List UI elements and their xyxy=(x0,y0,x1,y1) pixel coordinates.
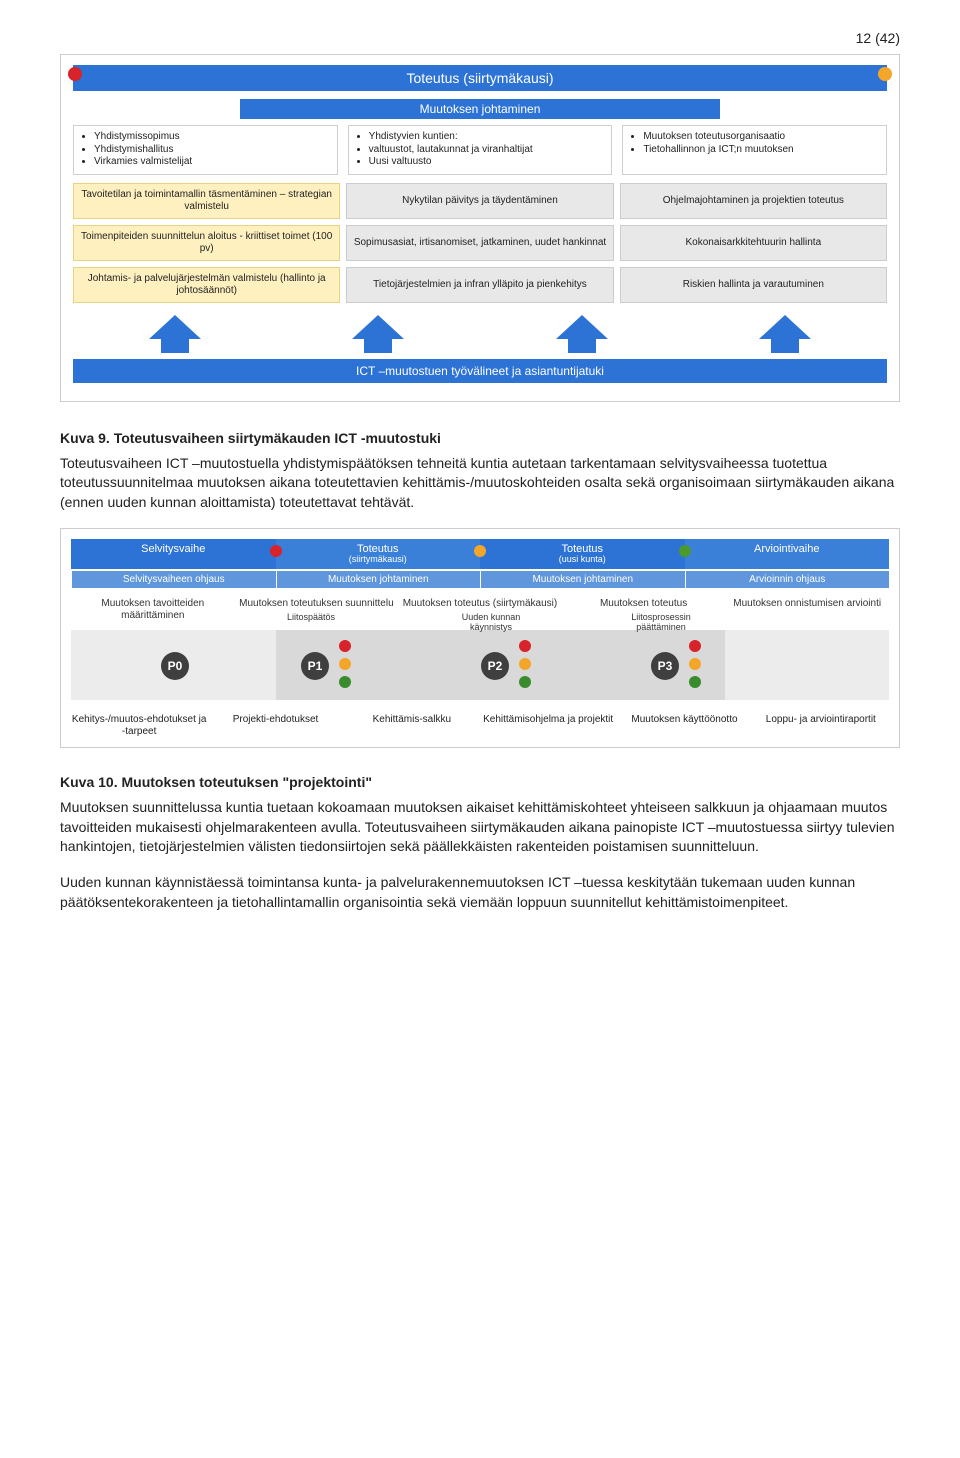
diag2-bottom-row: Kehitys-/muutos-ehdotukset ja -tarpeet P… xyxy=(71,714,889,737)
diagram-1: Toteutus (siirtymäkausi) Muutoksen johta… xyxy=(60,54,900,402)
card-item: valtuustot, lautakunnat ja viranhaltijat xyxy=(369,144,604,157)
bottom-item: Loppu- ja arviointiraportit xyxy=(753,714,889,737)
mini-dot-icon xyxy=(689,676,701,688)
mini-dot-icon xyxy=(339,676,351,688)
grid-cell: Tietojärjestelmien ja infran ylläpito ja… xyxy=(346,267,613,303)
diag2-track: Liitospäätös Uuden kunnan käynnistys Lii… xyxy=(71,630,889,700)
diag1-title-text: Toteutus (siirtymäkausi) xyxy=(406,70,553,86)
p-badge: P2 xyxy=(481,652,509,680)
hyodyt-badge: HYÖDYT xyxy=(811,650,881,674)
heading-kuva-9: Kuva 9. Toteutusvaiheen siirtymäkauden I… xyxy=(60,430,900,446)
sub-cell: Selvitysvaiheen ohjaus xyxy=(71,571,276,588)
bottom-item: Projekti-ehdotukset xyxy=(207,714,343,737)
diag1-grid: Tavoitetilan ja toimintamallin täsmentäm… xyxy=(73,183,887,303)
page-number: 12 (42) xyxy=(60,30,900,46)
diag2-stagebar: Selvitysvaihe Toteutus (siirtymäkausi) T… xyxy=(71,539,889,569)
track-label: Uuden kunnan käynnistys xyxy=(441,612,541,632)
card-item: Uusi valtuusto xyxy=(369,156,604,169)
stage-cell: Toteutus (siirtymäkausi) xyxy=(276,539,481,569)
grid-cell: Riskien hallinta ja varautuminen xyxy=(620,267,887,303)
up-arrow-icon xyxy=(759,315,811,339)
stage-sublabel: (siirtymäkausi) xyxy=(276,555,481,565)
grid-cell: Nykytilan päivitys ja täydentäminen xyxy=(346,183,613,219)
paragraph-10b: Uuden kunnan käynnistäessä toimintansa k… xyxy=(60,873,900,912)
stage-label: Selvitysvaihe xyxy=(141,543,205,555)
mini-dot-icon xyxy=(689,658,701,670)
stage-dot-icon xyxy=(270,545,282,557)
stage-cell: Selvitysvaihe xyxy=(71,539,276,569)
up-arrow-icon xyxy=(556,315,608,339)
p-badge: P1 xyxy=(301,652,329,680)
dot-red-icon xyxy=(68,67,82,81)
diag1-card-right: Muutoksen toteutusorganisaatio Tietohall… xyxy=(622,125,887,175)
stage-dot-icon xyxy=(679,545,691,557)
bottom-item: Kehittämis-salkku xyxy=(344,714,480,737)
grid-cell: Ohjelmajohtaminen ja projektien toteutus xyxy=(620,183,887,219)
row-small-item: Muutoksen tavoitteiden määrittäminen xyxy=(71,598,235,622)
sub-cell: Arvioinnin ohjaus xyxy=(685,571,890,588)
bottom-item: Kehittämisohjelma ja projektit xyxy=(480,714,616,737)
diag1-card-mid: Yhdistyvien kuntien: valtuustot, lautaku… xyxy=(348,125,613,175)
up-arrow-icon xyxy=(352,315,404,339)
sub-cell: Muutoksen johtaminen xyxy=(480,571,685,588)
row-small-item: Muutoksen onnistumisen arviointi xyxy=(725,598,889,622)
diagram-2: Selvitysvaihe Toteutus (siirtymäkausi) T… xyxy=(60,528,900,748)
diag1-cards-row: Yhdistymissopimus Yhdistymishallitus Vir… xyxy=(73,125,887,175)
card-item: Yhdistymissopimus xyxy=(94,131,329,144)
card-item: Muutoksen toteutusorganisaatio xyxy=(643,131,878,144)
grid-cell: Toimenpiteiden suunnittelun aloitus - kr… xyxy=(73,225,340,261)
card-item: Tietohallinnon ja ICT;n muutoksen xyxy=(643,144,878,157)
arrow-row xyxy=(73,315,887,339)
dot-orange-icon xyxy=(878,67,892,81)
diag1-title: Toteutus (siirtymäkausi) xyxy=(73,65,887,91)
bottom-item: Muutoksen käyttöönotto xyxy=(616,714,752,737)
grid-cell: Johtamis- ja palvelujärjestelmän valmist… xyxy=(73,267,340,303)
bottom-item: Kehitys-/muutos-ehdotukset ja -tarpeet xyxy=(71,714,207,737)
ict-band: ICT –muutostuen työvälineet ja asiantunt… xyxy=(73,359,887,383)
mini-dot-icon xyxy=(689,640,701,652)
diag1-card-left: Yhdistymissopimus Yhdistymishallitus Vir… xyxy=(73,125,338,175)
track-label: Liitosprosessin päättäminen xyxy=(611,612,711,632)
grid-cell: Sopimusasiat, irtisanomiset, jatkaminen,… xyxy=(346,225,613,261)
card-item: Virkamies valmistelijat xyxy=(94,156,329,169)
mini-dot-icon xyxy=(519,676,531,688)
p-badge: P3 xyxy=(651,652,679,680)
stage-cell: Toteutus (uusi kunta) xyxy=(480,539,685,569)
mini-dot-icon xyxy=(519,640,531,652)
heading-kuva-10: Kuva 10. Muutoksen toteutuksen "projekto… xyxy=(60,774,900,790)
stage-cell: Arviointivaihe xyxy=(685,539,890,569)
stage-sublabel: (uusi kunta) xyxy=(480,555,685,565)
diag2-subbar: Selvitysvaiheen ohjaus Muutoksen johtami… xyxy=(71,571,889,588)
paragraph-9: Toteutusvaiheen ICT –muutostuella yhdist… xyxy=(60,454,900,513)
track-label: Liitospäätös xyxy=(261,612,361,622)
mini-dot-icon xyxy=(339,658,351,670)
card-item: Yhdistyvien kuntien: xyxy=(369,131,604,144)
mini-dot-icon xyxy=(339,640,351,652)
stage-label: Arviointivaihe xyxy=(754,543,819,555)
mini-dot-icon xyxy=(519,658,531,670)
up-arrow-icon xyxy=(149,315,201,339)
card-item: Yhdistymishallitus xyxy=(94,144,329,157)
grid-cell: Tavoitetilan ja toimintamallin täsmentäm… xyxy=(73,183,340,219)
sub-cell: Muutoksen johtaminen xyxy=(276,571,481,588)
grid-cell: Kokonaisarkkitehtuurin hallinta xyxy=(620,225,887,261)
p-badge: P0 xyxy=(161,652,189,680)
paragraph-10a: Muutoksen suunnittelussa kuntia tuetaan … xyxy=(60,798,900,857)
diag1-subtitle: Muutoksen johtaminen xyxy=(240,99,720,119)
